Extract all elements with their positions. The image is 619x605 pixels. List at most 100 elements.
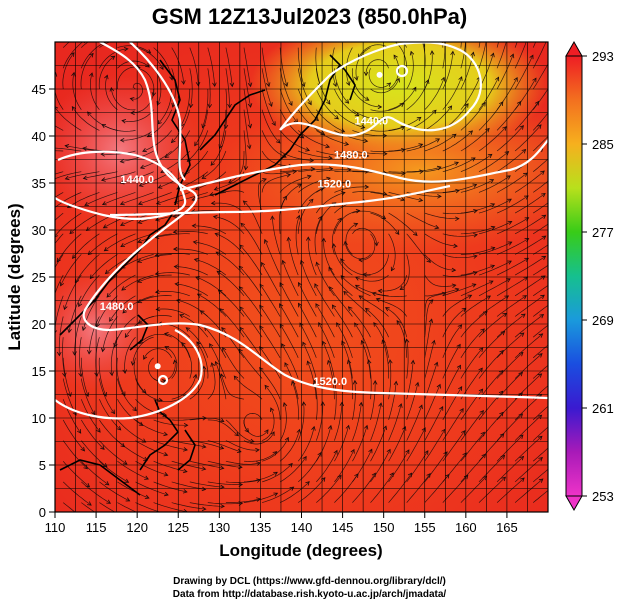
streamline bbox=[174, 192, 208, 203]
streamline-arrowhead bbox=[503, 9, 507, 13]
streamline-arrowhead bbox=[170, 138, 176, 144]
streamline bbox=[496, 42, 507, 69]
x-axis-label: Longitude (degrees) bbox=[219, 541, 382, 560]
streamline bbox=[164, 346, 178, 379]
streamline bbox=[291, 381, 299, 420]
streamline bbox=[302, 342, 317, 379]
streamline bbox=[359, 295, 389, 317]
streamline-arrowhead bbox=[220, 373, 225, 379]
streamline bbox=[238, 348, 263, 379]
streamline bbox=[496, 217, 529, 235]
streamline-arrowhead bbox=[236, 448, 242, 453]
streamline bbox=[243, 471, 278, 483]
streamline bbox=[207, 419, 239, 436]
streamline bbox=[225, 498, 261, 503]
streamline bbox=[442, 42, 446, 69]
streamline-arrowhead bbox=[360, 124, 366, 129]
streamline bbox=[83, 171, 118, 179]
streamline-arrowhead bbox=[182, 468, 188, 474]
streamline bbox=[243, 109, 251, 149]
streamline-arrowhead bbox=[327, 424, 333, 430]
streamline bbox=[173, 248, 208, 255]
streamline-arrowhead bbox=[409, 50, 415, 56]
streamline bbox=[138, 192, 172, 205]
streamline bbox=[442, 271, 477, 277]
streamline-arrowhead bbox=[270, 431, 275, 436]
streamline-arrowhead bbox=[103, 246, 109, 252]
streamline-arrowhead bbox=[144, 494, 150, 499]
streamline-arrowhead bbox=[124, 478, 130, 483]
map-title: GSM 12Z13Jul2023 (850.0hPa) bbox=[151, 4, 468, 29]
streamline-arrowhead bbox=[101, 124, 106, 129]
y-tick-label: 40 bbox=[32, 129, 46, 144]
streamline bbox=[225, 479, 261, 483]
streamline bbox=[514, 55, 534, 90]
streamline bbox=[514, 457, 543, 483]
x-tick-label: 145 bbox=[332, 520, 354, 535]
streamline bbox=[514, 170, 545, 193]
streamline-arrowhead bbox=[378, 27, 382, 31]
streamline bbox=[460, 265, 495, 276]
streamline bbox=[532, 344, 548, 359]
streamline-arrowhead bbox=[45, 285, 49, 289]
streamline-arrowhead bbox=[223, 124, 229, 130]
streamline bbox=[352, 150, 387, 155]
streamline-arrowhead bbox=[271, 121, 276, 127]
streamline-arrowhead bbox=[352, 379, 358, 385]
streamline bbox=[239, 244, 263, 276]
streamline-arrowhead bbox=[56, 351, 62, 357]
streamline-arrowhead bbox=[343, 290, 348, 296]
streamline-arrowhead bbox=[110, 55, 116, 60]
streamline bbox=[55, 125, 64, 131]
streamline-arrowhead bbox=[418, 143, 424, 148]
streamline-arrowhead bbox=[458, 8, 462, 12]
streamline bbox=[299, 322, 317, 358]
streamline bbox=[261, 262, 281, 296]
streamline bbox=[243, 47, 251, 87]
streamline-arrowhead bbox=[301, 401, 307, 406]
streamline-arrowhead bbox=[372, 380, 378, 385]
streamline bbox=[135, 460, 168, 476]
streamline bbox=[155, 291, 190, 297]
streamline bbox=[215, 361, 227, 400]
streamline-arrowhead bbox=[229, 82, 235, 88]
streamline-arrowhead bbox=[100, 177, 106, 182]
streamline bbox=[478, 126, 507, 152]
streamline-arrowhead bbox=[246, 144, 252, 150]
streamline-arrowhead bbox=[298, 302, 303, 308]
streamline bbox=[101, 150, 136, 155]
streamline bbox=[279, 175, 311, 193]
streamline-arrowhead bbox=[312, 379, 318, 385]
streamline bbox=[394, 42, 408, 69]
streamline-arrowhead bbox=[538, 333, 544, 338]
streamline-arrowhead bbox=[382, 191, 388, 196]
streamline bbox=[514, 478, 544, 503]
streamline-arrowhead bbox=[404, 338, 410, 344]
streamline bbox=[243, 88, 251, 128]
streamline-arrowhead bbox=[340, 275, 346, 280]
streamline-arrowhead bbox=[104, 269, 110, 275]
streamline-arrowhead bbox=[520, 477, 525, 483]
streamline-arrowhead bbox=[557, 416, 561, 420]
streamline-arrowhead bbox=[163, 452, 169, 457]
streamline bbox=[424, 451, 448, 483]
streamline-arrowhead bbox=[358, 401, 364, 407]
streamline bbox=[388, 212, 418, 236]
streamline bbox=[341, 340, 353, 379]
streamline bbox=[334, 150, 369, 157]
streamline bbox=[307, 361, 317, 400]
streamline-arrowhead bbox=[201, 174, 207, 179]
streamline bbox=[478, 175, 511, 193]
streamline bbox=[331, 47, 337, 87]
streamline-arrowhead bbox=[299, 259, 305, 265]
streamline-arrowhead bbox=[87, 349, 92, 355]
streamline bbox=[370, 78, 400, 94]
streamline-arrowhead bbox=[557, 375, 561, 379]
streamline bbox=[496, 477, 525, 503]
streamline-arrowhead bbox=[157, 184, 163, 189]
streamline-arrowhead bbox=[507, 198, 512, 203]
streamline bbox=[106, 274, 136, 298]
streamline-arrowhead bbox=[89, 52, 94, 58]
streamline-arrowhead bbox=[141, 438, 147, 443]
streamline bbox=[228, 151, 245, 184]
